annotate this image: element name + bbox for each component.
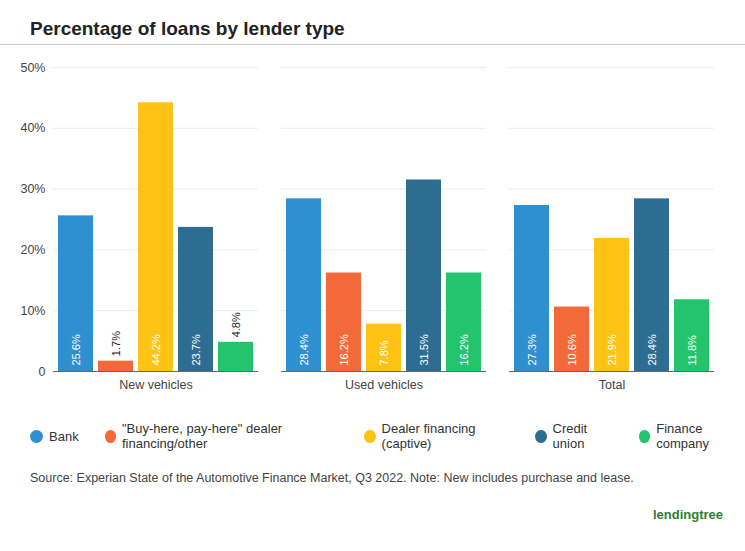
svg-text:10%: 10% — [20, 304, 45, 318]
svg-text:11.8%: 11.8% — [686, 335, 698, 366]
svg-text:21.9%: 21.9% — [606, 334, 618, 365]
svg-text:25.6%: 25.6% — [70, 334, 82, 365]
svg-text:7.8%: 7.8% — [378, 340, 390, 365]
html-text:Percentage of loans by lender: Percentage of loans by lender type — [30, 18, 345, 39]
svg-text:4.8%: 4.8% — [230, 312, 242, 337]
svg-text:23.7%: 23.7% — [190, 334, 202, 365]
svg-text:20%: 20% — [20, 243, 45, 257]
svg-text:10.6%: 10.6% — [566, 334, 578, 365]
html-text:Finance company: Finance company — [656, 421, 709, 451]
html-text:Bank: Bank — [49, 428, 79, 444]
svg-text:50%: 50% — [20, 61, 45, 75]
svg-text:1.7%: 1.7% — [110, 331, 122, 356]
svg-text:16.2%: 16.2% — [458, 334, 470, 365]
svg-text:16.2%: 16.2% — [338, 334, 350, 365]
html-text:Credit union: Credit union — [552, 421, 588, 451]
svg-text:44.2%: 44.2% — [150, 334, 162, 365]
svg-text:28.4%: 28.4% — [298, 334, 310, 365]
svg-text:Total: Total — [599, 378, 625, 392]
svg-text:30%: 30% — [20, 182, 45, 196]
html-text:"Buy-here, pay-here" dealer fi: "Buy-here, pay-here" dealer financing/ot… — [121, 421, 283, 451]
svg-text:31.5%: 31.5% — [418, 334, 430, 365]
html-text:Source: Experian State of the: Source: Experian State of the Automotive… — [30, 471, 634, 485]
svg-text:New vehicles: New vehicles — [119, 378, 193, 392]
svg-text:0: 0 — [39, 365, 46, 379]
svg-text:27.3%: 27.3% — [526, 334, 538, 365]
svg-text:Used vehicles: Used vehicles — [345, 378, 423, 392]
html-text:lendingtree: lendingtree — [652, 507, 723, 522]
svg-text:40%: 40% — [20, 121, 45, 135]
svg-text:28.4%: 28.4% — [646, 334, 658, 365]
html-text:Dealer financing (captive): Dealer financing (captive) — [381, 421, 476, 451]
